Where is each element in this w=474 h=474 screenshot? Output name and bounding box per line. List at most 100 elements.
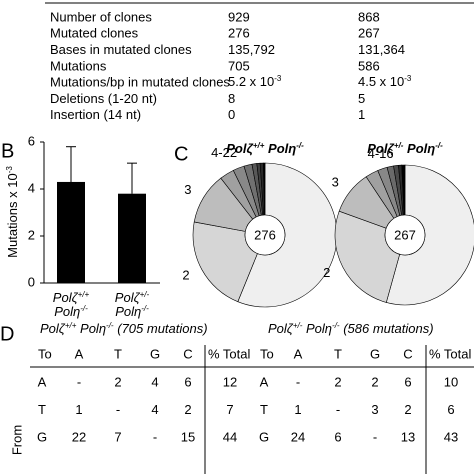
y-tick-label: 6: [28, 133, 35, 148]
cell-value: 6: [334, 429, 341, 444]
center-label: 267: [394, 227, 416, 242]
cell-value: 4: [151, 374, 158, 389]
y-tick-label: 0: [28, 274, 35, 289]
cell-value: 13: [401, 429, 415, 444]
from-label: From: [9, 425, 24, 455]
superscript: +/-: [394, 141, 404, 150]
row-label: Insertion (14 nt): [50, 107, 141, 122]
cell-value: 8: [228, 91, 235, 106]
column-header: T: [114, 346, 122, 361]
y-tick-label: 4: [28, 180, 35, 195]
text-part: 5.2 x 10: [228, 75, 274, 90]
row-label: T: [38, 402, 46, 417]
text-part: Polη: [115, 304, 141, 319]
text-part: Polη: [407, 141, 435, 156]
cell-value: 12: [223, 374, 237, 389]
cell-value: 5: [358, 91, 365, 106]
superscript: -/-: [141, 304, 149, 313]
cell-value: -: [153, 429, 157, 444]
cell-value: 24: [291, 429, 305, 444]
panel-label: C: [174, 143, 188, 165]
cell-value: -: [77, 374, 81, 389]
cell-value: 131,364: [358, 42, 405, 57]
superscript: -3: [5, 166, 14, 174]
row-label: Mutations: [50, 58, 107, 73]
cell-value: -: [336, 402, 340, 417]
text-part: Polζ: [226, 141, 253, 156]
cell-value: 6: [447, 402, 454, 417]
table-title: Polζ+/+ Polη-/- (705 mutations): [40, 321, 208, 337]
row-label: G: [37, 429, 47, 444]
cell-value: 43: [444, 429, 458, 444]
chart-title: Polζ+/+ Polη-/-: [226, 141, 304, 157]
y-axis-label: Mutations x 10-3: [5, 166, 21, 258]
text-part: Polη: [54, 304, 80, 319]
text-part: (586 mutations): [343, 321, 433, 336]
column-header: To: [38, 346, 52, 361]
bar: [57, 181, 85, 283]
cell-value: 0: [228, 107, 235, 122]
cell-value: 929: [228, 9, 250, 24]
cell-value: 6: [404, 374, 411, 389]
row-label: Mutated clones: [50, 26, 139, 41]
superscript: -3: [404, 74, 412, 83]
text-part: Polζ: [53, 290, 79, 305]
cell-value: 1: [358, 107, 365, 122]
column-header: A: [75, 346, 84, 361]
superscript: +/-: [140, 290, 150, 299]
bar: [118, 193, 146, 283]
column-header: % Total: [208, 346, 251, 361]
x-tick-label: Polζ+/-: [115, 290, 150, 306]
text-part: Polζ: [115, 290, 141, 305]
superscript: +/-: [293, 321, 303, 330]
text-part: Polζ: [40, 321, 66, 336]
row-label: A: [38, 374, 47, 389]
cell-value: 276: [228, 26, 250, 41]
donut-hole: [244, 214, 286, 256]
cell-value: 2: [334, 374, 341, 389]
cell-value: 868: [358, 9, 380, 24]
cell-value: 44: [223, 429, 237, 444]
column-header: G: [150, 346, 160, 361]
cell-value: 4.5 x 10-3: [358, 74, 412, 90]
cell-value: -: [296, 374, 300, 389]
superscript: -3: [274, 74, 282, 83]
column-header: T: [334, 346, 342, 361]
cell-value: 10: [444, 374, 458, 389]
cell-value: 7: [114, 429, 121, 444]
text-part: 4.5 x 10: [358, 75, 404, 90]
column-header: % Total: [429, 346, 472, 361]
cell-value: 7: [226, 402, 233, 417]
slice-label: 3: [332, 175, 339, 190]
panel-label: B: [1, 140, 14, 162]
text-part: Polη: [80, 321, 106, 336]
cell-value: 15: [181, 429, 195, 444]
x-tick-label: Polη-/-: [54, 304, 88, 320]
chart-title: Polζ+/- Polη-/-: [367, 141, 443, 157]
donut-hole: [384, 214, 426, 256]
cell-value: 4: [151, 402, 158, 417]
column-header: G: [370, 346, 380, 361]
superscript: -/-: [332, 321, 340, 330]
superscript: -/-: [435, 141, 443, 150]
text-part: Polη: [306, 321, 332, 336]
cell-value: 6: [184, 374, 191, 389]
cell-value: -: [116, 402, 120, 417]
cell-value: 267: [358, 26, 380, 41]
text-part: (705 mutations): [117, 321, 207, 336]
cell-value: 1: [294, 402, 301, 417]
text-part: Polζ: [367, 141, 394, 156]
superscript: +/+: [65, 321, 77, 330]
superscript: -/-: [106, 321, 114, 330]
cell-value: 2: [371, 374, 378, 389]
superscript: +/+: [78, 290, 90, 299]
x-tick-label: Polη-/-: [115, 304, 149, 320]
superscript: -/-: [80, 304, 88, 313]
slice-label: 4-22: [211, 145, 237, 160]
cell-value: 135,792: [228, 42, 275, 57]
table-title: Polζ+/- Polη-/- (586 mutations): [268, 321, 434, 337]
column-header: C: [183, 346, 192, 361]
x-tick-label: Polζ+/+: [53, 290, 90, 306]
center-label: 276: [254, 227, 276, 242]
